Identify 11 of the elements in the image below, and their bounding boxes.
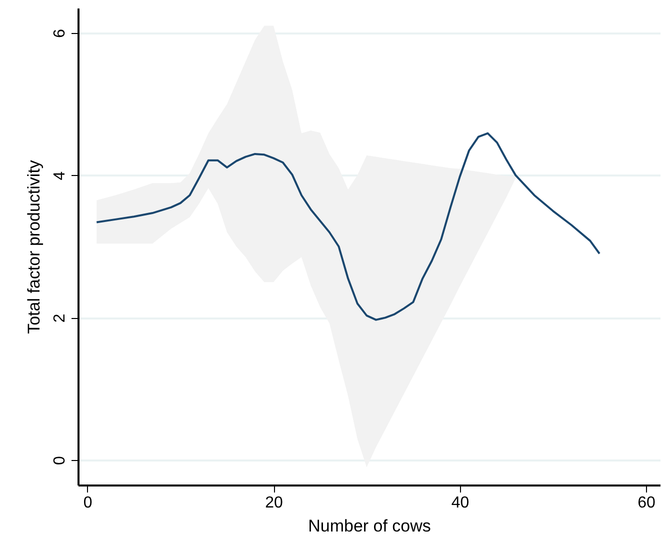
y-tick-label: 0 xyxy=(52,456,68,466)
x-tick-label: 40 xyxy=(451,494,470,512)
line-series xyxy=(96,132,600,321)
y-tick-label: 6 xyxy=(52,28,68,38)
x-axis-title: Number of cows xyxy=(308,516,431,536)
y-tick-label: 4 xyxy=(52,171,68,180)
x-tick-label: 20 xyxy=(265,494,284,512)
x-tick-label: 60 xyxy=(638,494,656,512)
y-tick-label: 2 xyxy=(52,314,68,323)
y-axis-title: Total factor productivity xyxy=(24,160,44,334)
x-tick-label: 0 xyxy=(83,494,92,512)
